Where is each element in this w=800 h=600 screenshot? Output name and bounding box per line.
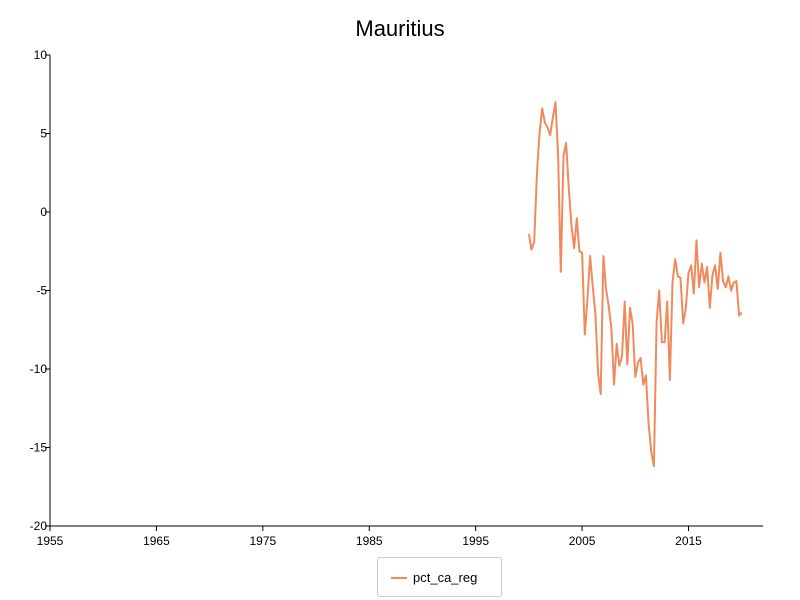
y-tick-label: -10: [30, 362, 48, 376]
y-tick-label: 0: [40, 205, 47, 219]
x-tick-label: 1985: [356, 534, 383, 548]
y-tick-label: 5: [40, 127, 47, 141]
x-tick-label: 2015: [675, 534, 702, 548]
y-tick-label: -15: [30, 441, 48, 455]
series-layer: [527, 101, 743, 468]
x-tick-label: 1955: [37, 534, 64, 548]
y-tick-label: -20: [30, 519, 48, 533]
legend-label: pct_ca_reg: [413, 570, 478, 585]
legend: pct_ca_reg: [377, 557, 502, 597]
chart-title: Mauritius: [355, 16, 444, 41]
y-tick-label: 10: [34, 48, 48, 62]
legend-swatch: [391, 577, 407, 579]
x-tick-label: 1995: [462, 534, 489, 548]
x-tick-label: 1965: [143, 534, 170, 548]
y-ticks: 10 5 0 -5 -10 -15 -20: [30, 48, 50, 533]
x-tick-label: 1975: [249, 534, 276, 548]
x-tick-label: 2005: [569, 534, 596, 548]
y-tick-label: -5: [36, 284, 47, 298]
x-ticks: 1955 1965 1975 1985 1995 2005 2015: [37, 526, 702, 548]
series-line-pct_ca_reg: [527, 101, 743, 468]
